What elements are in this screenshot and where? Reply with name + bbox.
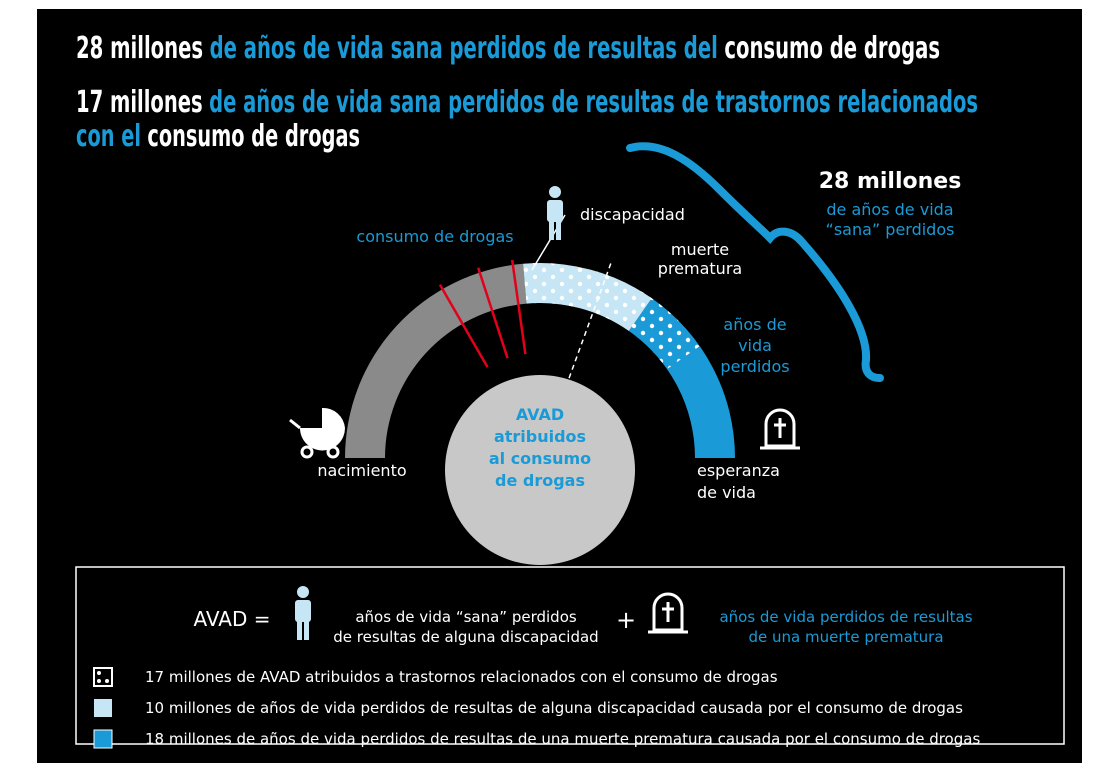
years-lost-label: perdidos — [720, 357, 789, 376]
legend-swatch — [94, 699, 112, 717]
years-lost-label: años de — [723, 315, 786, 334]
life-arc — [345, 259, 735, 458]
heading-segment: de años de vida sana perdidos de resulta… — [210, 31, 718, 66]
life-expectancy-label: de vida — [697, 483, 756, 502]
heading-segment: consumo de drogas — [724, 31, 940, 66]
heading-segment: 17 millones — [76, 85, 203, 120]
legend-item: 10 millones de años de vida perdidos de … — [145, 699, 963, 717]
heading-line: 17 millonesde años de vida sana perdidos… — [76, 85, 978, 120]
heading-line: 28 millonesde años de vida sana perdidos… — [76, 31, 940, 66]
life-segment — [345, 263, 527, 458]
brace-total: 28 millones — [819, 169, 962, 194]
legend-item: 18 millones de años de vida perdidos de … — [145, 730, 980, 748]
dalys-dots — [523, 263, 700, 370]
center-circle — [445, 375, 635, 565]
center-label: de drogas — [495, 471, 585, 490]
heading-segment: 28 millones — [76, 31, 203, 66]
formula-term: años de vida “sana” perdidos — [355, 608, 577, 626]
formula-plus: + — [616, 606, 636, 634]
years-lost-label: vida — [738, 336, 772, 355]
legend-swatch — [93, 729, 113, 749]
formula-term: de una muerte prematura — [748, 628, 943, 646]
formula-lhs: AVAD = — [193, 607, 270, 631]
death-label: muerte — [671, 240, 729, 259]
life-expectancy-label: esperanza — [697, 461, 780, 480]
heading-segment: con el — [76, 119, 141, 154]
death-line — [568, 260, 613, 379]
disability-label: discapacidad — [580, 205, 685, 224]
drug-use-label: consumo de drogas — [356, 227, 513, 246]
death-label: prematura — [658, 259, 742, 278]
center-label: atribuidos — [494, 427, 586, 446]
heading-line: con elconsumo de drogas — [76, 119, 360, 154]
drug-use-line — [438, 284, 489, 368]
brace-caption: “sana” perdidos — [826, 220, 955, 239]
formula-term: años de vida perdidos de resultas — [719, 608, 972, 626]
formula-term: de resultas de alguna discapacidad — [333, 628, 598, 646]
birth-label: nacimiento — [317, 461, 406, 480]
legend-swatch — [93, 667, 113, 687]
drug-use-line — [477, 267, 509, 359]
brace-caption: de años de vida — [826, 200, 953, 219]
brace — [626, 142, 884, 382]
center-label: AVAD — [516, 405, 564, 424]
heading-segment: consumo de drogas — [147, 119, 360, 154]
heading-segment: de años de vida sana perdidos de resulta… — [209, 85, 978, 120]
pram-icon — [289, 407, 345, 459]
drug-use-line — [510, 259, 527, 355]
legend-box — [75, 566, 1065, 745]
legend-item: 17 millones de AVAD atribuidos a trastor… — [145, 668, 778, 686]
center-label: al consumo — [489, 449, 591, 468]
